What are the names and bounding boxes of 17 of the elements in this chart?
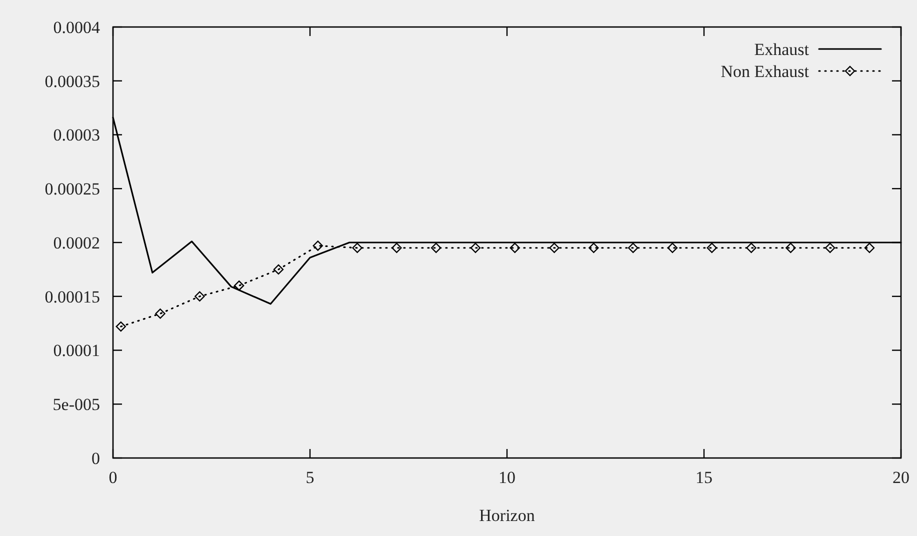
x-axis-title: Horizon: [479, 506, 536, 525]
y-tick-label: 5e-005: [52, 395, 100, 414]
y-tick-label: 0.00035: [44, 72, 100, 91]
y-tick-label: 0.0003: [53, 126, 100, 145]
y-tick-label: 0.00025: [44, 180, 100, 199]
y-tick-label: 0.0002: [53, 233, 100, 252]
legend-label: Non Exhaust: [720, 62, 810, 81]
x-tick-label: 0: [108, 468, 118, 487]
x-tick-label: 20: [892, 468, 910, 487]
x-tick-label: 5: [306, 468, 314, 487]
y-tick-label: 0.00015: [44, 287, 100, 306]
y-tick-label: 0.0001: [53, 341, 100, 360]
x-tick-label: 10: [498, 468, 516, 487]
y-tick-label: 0.0004: [53, 18, 100, 37]
legend-label: Exhaust: [754, 40, 810, 59]
y-tick-label: 0: [92, 448, 100, 468]
x-tick-label: 15: [696, 468, 712, 487]
